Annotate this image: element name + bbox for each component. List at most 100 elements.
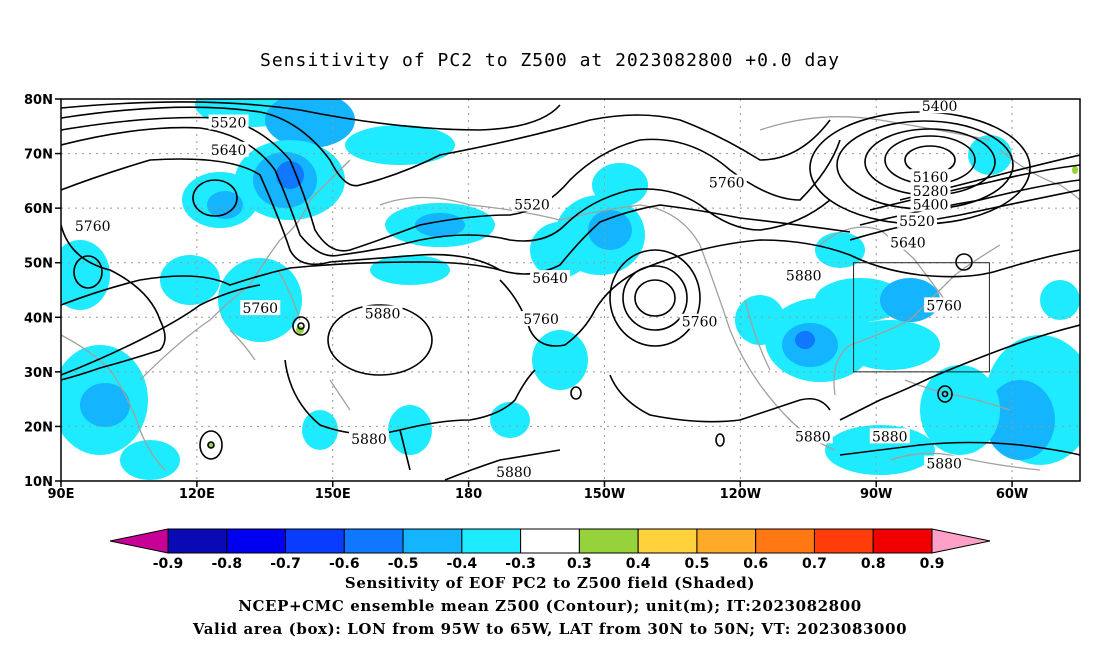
shaded-region (207, 191, 243, 219)
colorbar-label: 0.5 (685, 556, 710, 572)
shaded-region (345, 125, 455, 165)
lon-tick-label: 90E (48, 487, 75, 502)
shaded-region (276, 161, 304, 189)
valid-area-box (853, 262, 990, 373)
lon-tick-label: 90W (860, 487, 892, 502)
contour-label-bg (924, 455, 965, 471)
contour-label-bg (362, 305, 403, 321)
contour-label: 5760 (75, 219, 111, 235)
contour-label: 5760 (682, 315, 718, 331)
contour-label-bg (493, 463, 534, 479)
shaded-region (370, 255, 450, 285)
sensitivity-shading (61, 99, 1080, 480)
contour-label-bg (919, 98, 960, 114)
colorbar-label: 0.9 (920, 556, 945, 572)
shaded-region (120, 440, 180, 480)
lat-tick-label: 50N (24, 257, 53, 272)
lat-tick-label: 10N (24, 475, 53, 490)
lon-tick-label: 120W (720, 487, 761, 502)
shaded-region (265, 99, 355, 148)
shaded-region (968, 135, 1012, 175)
colorbar-label: 0.8 (861, 556, 886, 572)
figure-title: Sensitivity of PC2 to Z500 at 2023082800… (259, 50, 840, 71)
latitude-axis: 80N 70N 60N 50N 40N 30N 20N 10N (24, 93, 61, 490)
contour-label: 5520 (899, 214, 935, 230)
plot-frame (60, 98, 1081, 482)
shaded-region (532, 330, 588, 390)
colorbar-label: 0.7 (802, 556, 827, 572)
contour-label-bg (679, 313, 720, 329)
lat-tick-label: 60N (24, 202, 53, 217)
contour-label: 5520 (211, 116, 247, 132)
contour-label-bg (72, 218, 113, 234)
contour-label: 5160 (913, 170, 949, 186)
colorbar-segment (872, 528, 933, 554)
contour-label-bg (348, 431, 389, 447)
shaded-region (388, 405, 432, 455)
shaded-region (160, 255, 220, 305)
contour-label-bg (208, 141, 249, 157)
shaded-region (218, 258, 302, 342)
contour-label: 5880 (786, 268, 822, 284)
colorbar-segment (167, 528, 228, 554)
contour-label: 5880 (351, 432, 387, 448)
contour-label: 5400 (913, 197, 949, 213)
lat-tick-label: 20N (24, 420, 53, 435)
colorbar: -0.9 -0.8 -0.7 -0.6 -0.5 -0.4 -0.3 0.3 0.4 0.5 0.6… (109, 528, 991, 572)
lat-tick-label: 40N (24, 311, 53, 326)
shaded-region (80, 383, 130, 427)
colorbar-label: -0.9 (153, 556, 184, 572)
contour-label-bg (896, 212, 937, 228)
colorbar-segment (226, 528, 287, 554)
contour-label-bg (910, 196, 951, 212)
contour-label-bg (792, 428, 833, 444)
contour-label-bg (924, 297, 965, 313)
contour-label-bg (783, 267, 824, 283)
caption-line-3: Valid area (box): LON from 95W to 65W, L… (192, 620, 908, 638)
contour-label-bg (910, 182, 951, 198)
lon-tick-label: 60W (996, 487, 1028, 502)
shaded-region-positive (296, 326, 304, 334)
shaded-region (985, 380, 1055, 460)
colorbar-label: -0.3 (505, 556, 536, 572)
contour-label-bg (706, 174, 747, 190)
contour-label: 5640 (890, 236, 926, 252)
colorbar-segment (637, 528, 698, 554)
colorbar-label: -0.4 (447, 556, 478, 572)
lat-tick-label: 30N (24, 366, 53, 381)
colorbar-label: 0.4 (626, 556, 651, 572)
contour-label: 5520 (514, 197, 550, 213)
caption-line-2: NCEP+CMC ensemble mean Z500 (Contour); u… (238, 597, 862, 615)
colorbar-segment (402, 528, 463, 554)
colorbar-segment (578, 528, 639, 554)
colorbar-over-triangle (931, 528, 991, 554)
shaded-region-positive (1072, 166, 1078, 174)
shaded-region (815, 232, 865, 268)
longitude-axis: 90E 120E 150E 180 150W 120W 90W 60W (48, 481, 1028, 502)
contour-label: 5640 (532, 271, 568, 287)
colorbar-under-triangle (109, 528, 169, 554)
lon-tick-label: 120E (179, 487, 215, 502)
lon-tick-label: 150W (584, 487, 625, 502)
shaded-region (920, 365, 1000, 455)
lon-tick-label: 180 (455, 487, 482, 502)
lon-tick-label: 150E (315, 487, 351, 502)
colorbar-label: 0.6 (743, 556, 768, 572)
shaded-region (735, 295, 785, 345)
contour-label: 5880 (795, 429, 831, 445)
colorbar-label: -0.6 (329, 556, 360, 572)
contour-label: 5760 (709, 176, 745, 192)
contour-label: 5880 (496, 465, 532, 481)
contour-label: 5280 (913, 184, 949, 200)
shaded-region (302, 410, 338, 450)
shaded-region (840, 320, 940, 370)
colorbar-label: -0.8 (211, 556, 242, 572)
contour-label-bg (887, 234, 928, 250)
contour-label: 5760 (523, 312, 559, 328)
shaded-region (1040, 280, 1080, 320)
shaded-region (815, 278, 905, 322)
colorbar-segment (520, 528, 580, 554)
colorbar-label: 0.3 (567, 556, 592, 572)
contour-label: 5760 (926, 298, 962, 314)
caption-line-1: Sensitivity of EOF PC2 to Z500 field (Sh… (344, 574, 756, 592)
